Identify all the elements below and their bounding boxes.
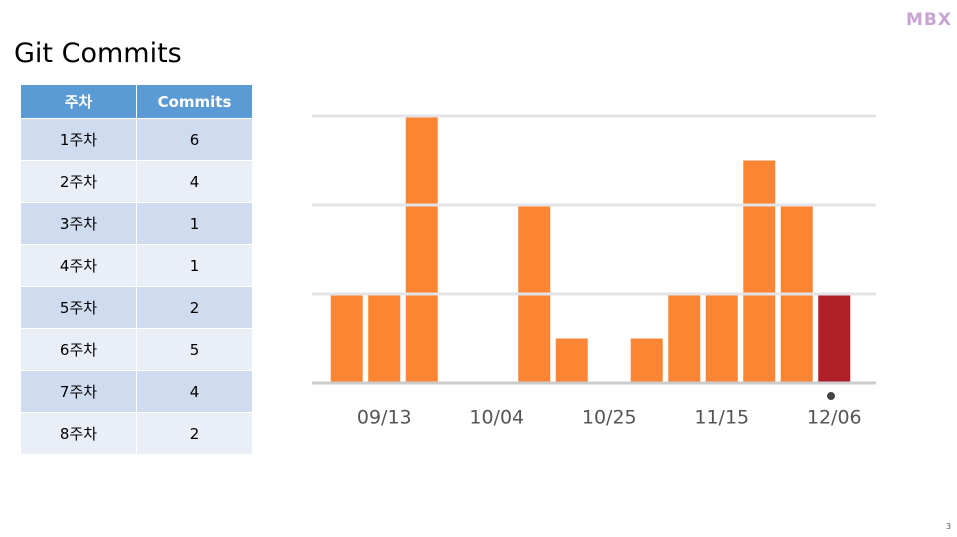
- x-tick-label: 09/13: [357, 407, 412, 429]
- table-row: 4주차 1: [20, 244, 253, 287]
- table-cell: 6: [136, 118, 253, 161]
- marker-dot: [827, 392, 835, 400]
- table-cell: 5주차: [20, 286, 137, 329]
- table-cell: 1주차: [20, 118, 137, 161]
- table-row: 7주차 4: [20, 370, 253, 413]
- bar: [743, 160, 776, 383]
- x-tick-label: 10/25: [582, 407, 637, 429]
- bar: [630, 338, 663, 383]
- bar: [555, 338, 588, 383]
- table-cell: 1: [136, 202, 253, 245]
- table-row: 5주차 2: [20, 286, 253, 329]
- table-cell: 1: [136, 244, 253, 287]
- table-row: 1주차 6: [20, 118, 253, 161]
- table-cell: 8주차: [20, 412, 137, 455]
- x-tick-label: 11/15: [694, 407, 749, 429]
- x-tick-label: 10/04: [469, 407, 524, 429]
- page-number: 3: [946, 522, 952, 531]
- table-cell: 6주차: [20, 328, 137, 371]
- bar: [668, 294, 701, 383]
- title: Git Commits: [14, 38, 182, 69]
- table-cell: 4: [136, 370, 253, 413]
- bar: [705, 294, 738, 383]
- bar: [330, 294, 363, 383]
- bar: [818, 294, 851, 383]
- table-cell: 7주차: [20, 370, 137, 413]
- x-tick-label: 12/06: [807, 407, 862, 429]
- table-cell: 2주차: [20, 160, 137, 203]
- commits-table: 주차 Commits 1주차 6 2주차 4 3주차 1 4주차 1 5주차 2 6주차 5 7주차 4 8…: [20, 84, 253, 455]
- bar: [368, 294, 401, 383]
- column-header: 주차: [20, 84, 137, 119]
- bar: [405, 116, 438, 383]
- table-row: 8주차 2: [20, 412, 253, 455]
- table-cell: 2: [136, 286, 253, 329]
- column-header: Commits: [136, 84, 253, 119]
- table-row: 2주차 4: [20, 160, 253, 203]
- table-cell: 2: [136, 412, 253, 455]
- table-cell: 4: [136, 160, 253, 203]
- logo: MBX: [906, 10, 952, 30]
